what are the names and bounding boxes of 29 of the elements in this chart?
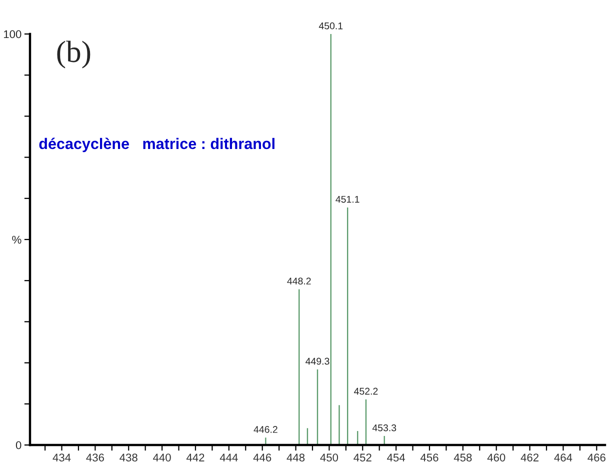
x-tick-label: 450: [320, 454, 338, 462]
x-tick-label: 448: [286, 454, 305, 462]
x-tick-label: 466: [588, 454, 606, 462]
x-tick-label: 462: [520, 454, 538, 462]
x-tick-label: 446: [253, 454, 272, 462]
annotation: 446.2: [254, 426, 278, 433]
x-tick-label: 460: [487, 454, 506, 462]
x-tick-label: 440: [153, 454, 171, 462]
y-tick-label: 0: [16, 441, 22, 450]
annotation: 451.1: [336, 196, 360, 203]
x-tick-label: 452: [354, 454, 372, 462]
y-tick-label: 100: [4, 30, 22, 38]
annotation: 448.2: [287, 278, 311, 285]
annotation: décacyclène matrice : dithranol: [39, 138, 274, 152]
x-tick-label: 456: [420, 454, 438, 462]
x-tick-label: 458: [454, 454, 472, 462]
x-tick-label: 444: [220, 454, 238, 462]
x-tick-label: 436: [86, 454, 104, 462]
x-tick-label: 464: [554, 454, 572, 462]
x-tick-label: 434: [52, 454, 71, 462]
annotation: 449.3: [306, 358, 330, 365]
x-tick-label: 438: [120, 454, 138, 462]
annotation: 452.2: [354, 388, 378, 395]
annotation: 453.3: [372, 424, 396, 432]
x-tick-label: 454: [387, 454, 406, 462]
y-tick-label: %: [12, 236, 22, 244]
x-tick-label: 442: [186, 454, 204, 462]
annotation: 450.1: [318, 22, 343, 30]
annotation: (b): [57, 40, 90, 68]
